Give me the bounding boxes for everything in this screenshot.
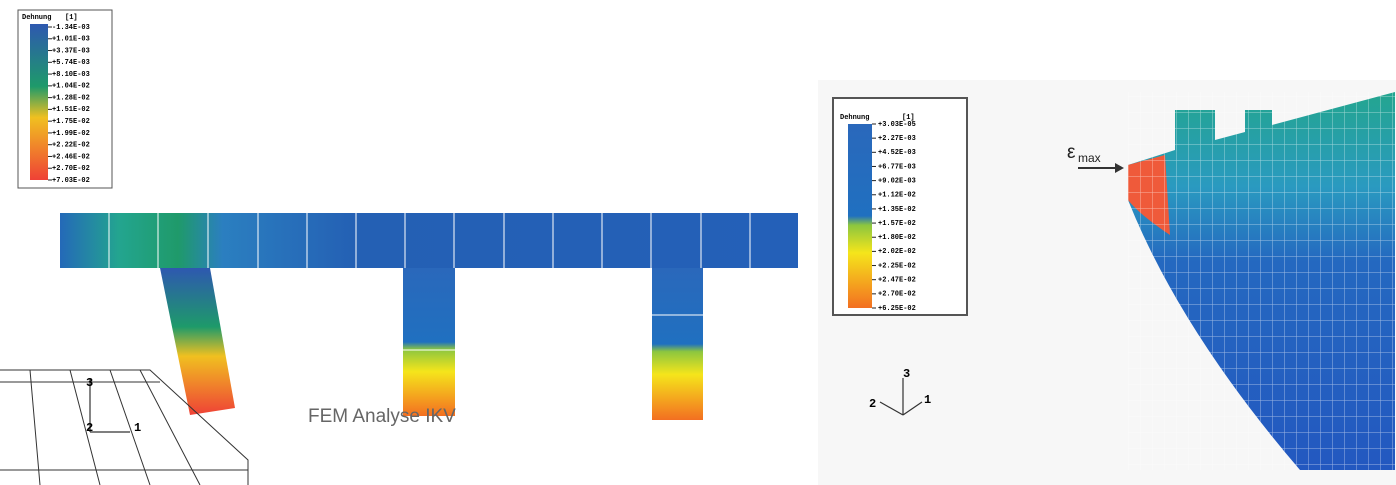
- legend-bar: [30, 24, 48, 180]
- axis-label: 1: [924, 393, 931, 407]
- legend-label: +1.01E-03: [52, 36, 90, 44]
- legend-label: +2.46E-02: [52, 153, 90, 161]
- legend-label: +6.25E-02: [878, 305, 916, 313]
- legend-label: +2.02E-02: [878, 248, 916, 256]
- leg-middle: [403, 268, 455, 416]
- legend-label: +3.37E-03: [52, 47, 90, 55]
- annotation-subscript: max: [1078, 151, 1101, 165]
- legend-label: +1.99E-02: [52, 130, 90, 138]
- legend-label: +3.03E-05: [878, 121, 916, 129]
- page: {"legend_left": {"title": "Dehnung", "un…: [0, 0, 1396, 485]
- leg-right: [652, 268, 703, 420]
- legend-label: +7.03E-02: [52, 177, 90, 185]
- legend-label: +1.51E-02: [52, 106, 90, 114]
- legend-label: +5.74E-03: [52, 59, 90, 67]
- wall-mesh: [1128, 92, 1395, 470]
- legend-label: +6.77E-03: [878, 163, 916, 171]
- axis-label: 3: [86, 376, 93, 390]
- axis-label: 2: [86, 421, 93, 435]
- legend-label: +8.10E-03: [52, 71, 90, 79]
- legend-label: +4.52E-03: [878, 149, 916, 157]
- legend-label: +1.12E-02: [878, 192, 916, 200]
- legend-label: +2.70E-02: [878, 291, 916, 299]
- legend-label: +2.47E-02: [878, 277, 916, 285]
- legend-title: Dehnung: [840, 114, 869, 122]
- beam: [60, 213, 798, 268]
- legend-label: -1.34E-03: [52, 24, 90, 32]
- legend-label: +2.22E-02: [52, 142, 90, 150]
- legend-label: +2.25E-02: [878, 262, 916, 270]
- legend-unit: [1]: [65, 14, 78, 22]
- legend-label: +1.04E-02: [52, 83, 90, 91]
- annotation-symbol: ε: [1067, 142, 1076, 163]
- legend-label: +2.70E-02: [52, 165, 90, 173]
- legend-label: +1.35E-02: [878, 206, 916, 214]
- axis-label: 3: [903, 367, 910, 381]
- legend-label: +2.27E-03: [878, 135, 916, 143]
- caption: FEM Analyse IKV: [308, 406, 456, 427]
- axis-label: 2: [869, 397, 876, 411]
- legend-title: Dehnung: [22, 14, 51, 22]
- legend-label: +1.28E-02: [52, 94, 90, 102]
- legend-label: +9.02E-03: [878, 177, 916, 185]
- axis-label: 1: [134, 421, 141, 435]
- axes-left: [90, 378, 130, 432]
- legend-label: +1.80E-02: [878, 234, 916, 242]
- legend-bar: [848, 124, 872, 308]
- figure: Dehnung [1] Dehnung [1] 3 2 1 3 2 1 FEM …: [0, 0, 1396, 485]
- leg-left: [160, 268, 235, 415]
- legend-label: +1.57E-02: [878, 220, 916, 228]
- legend-label: +1.75E-02: [52, 118, 90, 126]
